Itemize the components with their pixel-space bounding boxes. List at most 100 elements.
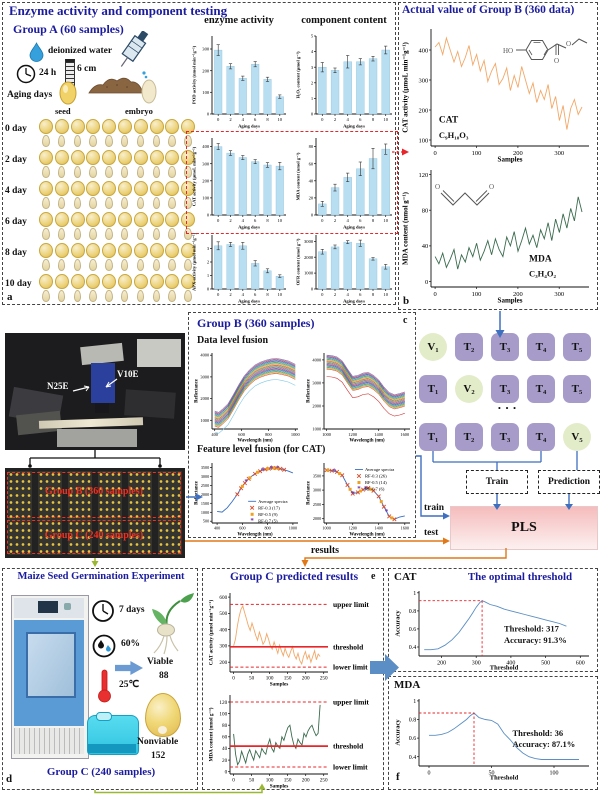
- panel-a-enzyme-testing: Enzyme activity and component testing Gr…: [2, 2, 398, 305]
- svg-text:40: 40: [422, 243, 429, 250]
- incubator: [11, 595, 89, 759]
- embryo-image: [42, 197, 50, 209]
- tray-column: [68, 471, 92, 555]
- svg-text:8: 8: [266, 218, 269, 223]
- svg-text:*: *: [364, 485, 368, 493]
- panel-d-title: Maize Seed Germination Experiment: [17, 571, 185, 582]
- svg-text:0: 0: [225, 770, 228, 776]
- svg-text:CAT activity (μmoL min⁻¹g⁻¹): CAT activity (μmoL min⁻¹g⁻¹): [192, 146, 197, 206]
- svg-text:1000: 1000: [200, 418, 210, 423]
- svg-text:3500: 3500: [201, 465, 209, 470]
- seed-image: [70, 274, 85, 289]
- svg-text:CAT: CAT: [439, 116, 459, 126]
- svg-text:MDA: MDA: [529, 254, 552, 264]
- tray-column: [128, 471, 152, 555]
- svg-text:2500: 2500: [201, 483, 209, 488]
- vis-spectra-chart: 1000 2000 3000 4000 400 600 800 1000 Reflectance…: [195, 353, 301, 443]
- svg-text:O: O: [566, 40, 571, 48]
- svg-text:80: 80: [422, 207, 429, 214]
- seed-image: [133, 181, 148, 196]
- seed-image: [70, 243, 85, 258]
- group-b-region-box: [7, 472, 181, 518]
- svg-text:800: 800: [265, 432, 272, 437]
- mda-structure-icon: O O: [435, 183, 494, 206]
- svg-text:400: 400: [214, 526, 220, 531]
- seed-image: [86, 212, 101, 227]
- h2o2-content-bar-chart: 0 1 2 3 4 5 0 2 4 6 8 10 H₂O₂ content (μmol g⁻¹) Agin…: [296, 34, 392, 129]
- svg-text:1400: 1400: [374, 432, 384, 437]
- seed-image: [70, 119, 85, 134]
- syringe-icon: [120, 31, 149, 79]
- seed-image: [102, 274, 117, 289]
- seed-image: [102, 243, 117, 258]
- embryo-row: [42, 228, 192, 240]
- svg-text:4: 4: [347, 117, 350, 122]
- svg-text:20: 20: [309, 196, 314, 201]
- svg-text:O: O: [435, 183, 440, 191]
- svg-text:100: 100: [266, 676, 274, 682]
- seed-image: [181, 274, 196, 289]
- hyperspectral-instrument-photo: N25E V10E: [5, 333, 185, 450]
- svg-text:Aging days: Aging days: [343, 299, 365, 304]
- embryo-image: [120, 135, 129, 147]
- panel-c-letter: c: [403, 315, 408, 326]
- nonviable-count: 152: [151, 751, 166, 761]
- embryo-image: [42, 290, 50, 302]
- embryo-image: [152, 135, 161, 147]
- embryo-image: [57, 290, 66, 302]
- svg-text:1600: 1600: [401, 526, 409, 531]
- embryo-image: [73, 259, 82, 271]
- seed-image: [117, 181, 132, 196]
- seed-image: [54, 119, 69, 134]
- seed-image: [181, 243, 196, 258]
- svg-text:200: 200: [302, 676, 310, 682]
- svg-text:0.6: 0.6: [409, 627, 417, 633]
- tray-column: [158, 471, 182, 555]
- svg-text:1: 1: [413, 699, 416, 705]
- embryo-image: [120, 290, 129, 302]
- incubator-window: [26, 632, 76, 698]
- embryo-image: [136, 135, 145, 147]
- svg-text:1200: 1200: [348, 432, 358, 437]
- svg-text:0.8: 0.8: [409, 609, 417, 615]
- train-fold-cell: T₄: [527, 423, 555, 451]
- embryo-image: [89, 290, 97, 302]
- matrix-ellipsis: · · ·: [497, 400, 517, 415]
- embryo-image: [42, 228, 50, 240]
- data-level-fusion-label: Data level fusion: [197, 335, 269, 346]
- embryo-image: [120, 228, 129, 240]
- seed-image: [54, 181, 69, 196]
- seed-image: [181, 212, 196, 227]
- embryo-image: [152, 259, 161, 271]
- svg-text:300: 300: [472, 661, 481, 667]
- svg-text:Threshold: 317: Threshold: 317: [504, 623, 560, 633]
- mda-content-bar-chart: 0 20 40 60 80 0 2 4 6 8 10 MDA content (nmol g⁻¹) Ag…: [296, 138, 392, 230]
- soak-time-label: 24 h: [39, 68, 57, 78]
- vis-feature-chart: 500 1000 1500 2000 2500 3000 3500 400 600 800 1000…: [195, 463, 298, 537]
- svg-text:Samples: Samples: [270, 784, 288, 790]
- pod-activity-bar-chart: 0 100 200 300 0 2 4 6 8 10 POD activity (nmol min⁻…: [192, 36, 286, 129]
- seed-row: [39, 119, 196, 134]
- tray-column: [38, 471, 62, 555]
- svg-text:0.6: 0.6: [409, 736, 417, 742]
- svg-text:100: 100: [550, 771, 559, 777]
- embryo-image: [120, 259, 129, 271]
- svg-text:50: 50: [489, 771, 495, 777]
- embryo-image: [73, 135, 82, 147]
- embryo-image: [152, 228, 161, 240]
- aging-day-label: 4 day: [5, 186, 27, 196]
- svg-text:200: 200: [302, 778, 310, 784]
- viable-arrow-icon: [115, 661, 143, 675]
- svg-text:Aging days: Aging days: [238, 299, 260, 304]
- svg-text:10: 10: [383, 218, 388, 223]
- svg-text:50: 50: [249, 676, 255, 682]
- seed-image: [133, 274, 148, 289]
- panel-c-title: Group B (360 samples): [197, 316, 315, 330]
- train-fold-cell: T₄: [527, 333, 555, 361]
- seed-image: [39, 181, 53, 196]
- svg-text:10: 10: [278, 117, 283, 122]
- svg-text:8: 8: [372, 292, 375, 297]
- pls-model-box: PLS: [450, 506, 598, 550]
- embryo-image: [168, 135, 176, 147]
- embryo-image: [105, 259, 113, 271]
